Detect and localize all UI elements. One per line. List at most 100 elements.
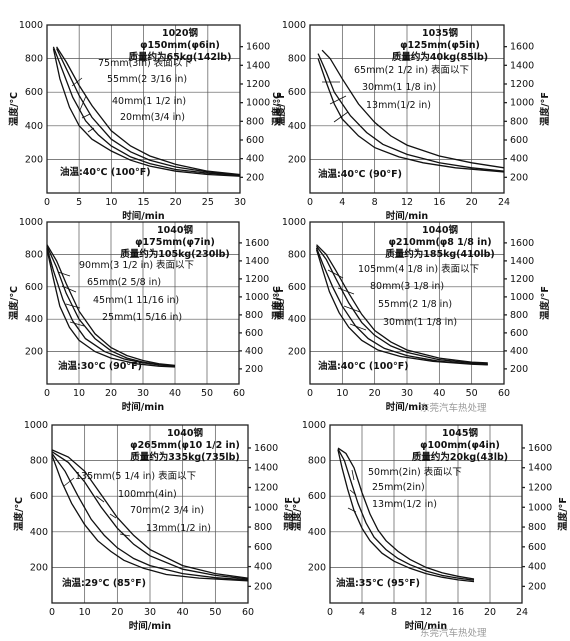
y2-tick-label: 1000 bbox=[246, 98, 270, 109]
x-tick-label: 24 bbox=[516, 607, 528, 618]
x-tick-label: 20 bbox=[369, 388, 381, 399]
y2-tick-label: 400 bbox=[510, 346, 528, 357]
y-tick-label: 200 bbox=[30, 562, 48, 573]
y2-tick-label: 1400 bbox=[510, 60, 534, 71]
y-tick-label: 400 bbox=[25, 314, 43, 325]
series-line bbox=[321, 49, 505, 169]
annotation-leader bbox=[327, 269, 344, 279]
chart-panel: 0 5 10 15 20 25 30 200 400 600 800 1000 200 400 600 800… bbox=[8, 20, 287, 222]
y-axis-label: 温度/℃ bbox=[8, 286, 20, 320]
series-line bbox=[317, 58, 505, 173]
chart-title-line: 1020钢 bbox=[162, 27, 198, 39]
y2-tick-label: 1000 bbox=[254, 502, 278, 513]
chart-title-line: φ265mm(φ10 1/2 in) bbox=[130, 440, 240, 451]
x-tick-label: 40 bbox=[177, 607, 189, 618]
series-line bbox=[56, 46, 241, 176]
x-tick-label: 25 bbox=[202, 197, 214, 208]
y-axis-label: 温度/℃ bbox=[291, 497, 303, 531]
series-line bbox=[52, 46, 241, 177]
x-tick-label: 60 bbox=[242, 607, 254, 618]
annotation-leader bbox=[71, 77, 83, 87]
y2-tick-label: 400 bbox=[510, 154, 528, 165]
y2-tick-label: 600 bbox=[246, 135, 264, 146]
x-tick-label: 12 bbox=[420, 607, 432, 618]
annotation-leader bbox=[95, 495, 105, 503]
x-tick-label: 4 bbox=[339, 197, 345, 208]
y2-tick-label: 1600 bbox=[528, 443, 552, 454]
y-tick-label: 600 bbox=[288, 282, 306, 293]
y-tick-label: 400 bbox=[288, 314, 306, 325]
chart-title-line: φ175mm(φ7in) bbox=[135, 237, 215, 248]
y-tick-label: 600 bbox=[30, 491, 48, 502]
x-tick-label: 0 bbox=[49, 607, 55, 618]
x-tick-label: 16 bbox=[433, 197, 445, 208]
x-tick-label: 30 bbox=[234, 197, 246, 208]
y2-tick-label: 600 bbox=[528, 542, 546, 553]
annotation-leader bbox=[343, 305, 361, 313]
annotation-leader bbox=[349, 489, 357, 496]
x-tick-label: 50 bbox=[466, 388, 478, 399]
annotation-leader bbox=[63, 477, 75, 487]
y2-tick-label: 800 bbox=[246, 116, 264, 127]
y2-tick-label: 1600 bbox=[245, 238, 269, 249]
chart-title-line: φ210mm(φ8 1/8 in) bbox=[388, 237, 491, 248]
series-label: 100mm(4in) bbox=[118, 489, 177, 500]
y2-tick-label: 1000 bbox=[528, 502, 552, 513]
x-tick-label: 40 bbox=[169, 388, 181, 399]
series-line bbox=[337, 448, 475, 581]
series-line bbox=[316, 244, 488, 364]
watermark: 东莞汽车热处理 bbox=[420, 627, 487, 639]
chart-title-line: 质量约为335kg(735lb) bbox=[130, 451, 240, 463]
x-tick-label: 30 bbox=[401, 388, 413, 399]
chart-title-line: 1040钢 bbox=[422, 224, 458, 236]
x-tick-label: 60 bbox=[498, 388, 510, 399]
series-line bbox=[51, 449, 249, 579]
y-axis-label: 温度/℃ bbox=[8, 92, 20, 126]
y2-axis-label: 温度/°F bbox=[539, 92, 551, 126]
series-label: 90mm(3 1/2 in) 表面以下 bbox=[79, 259, 194, 271]
series-line bbox=[46, 244, 176, 367]
y-tick-label: 400 bbox=[30, 527, 48, 538]
series-line bbox=[56, 48, 241, 176]
chart-title-line: 质量约为20kg(43lb) bbox=[412, 451, 508, 463]
x-tick-label: 20 bbox=[111, 607, 123, 618]
y2-tick-label: 200 bbox=[246, 172, 264, 183]
annotation-leader bbox=[81, 113, 91, 119]
series-label: 45mm(1 11/16 in) bbox=[93, 295, 179, 306]
x-tick-label: 8 bbox=[372, 197, 378, 208]
series-label: 55mm(2 1/8 in) bbox=[378, 299, 452, 310]
x-axis-label: 时间/min bbox=[386, 401, 429, 413]
y2-tick-label: 1600 bbox=[246, 42, 270, 53]
x-axis-label: 时间/min bbox=[386, 210, 429, 222]
y2-tick-label: 1200 bbox=[246, 79, 270, 90]
series-line bbox=[337, 447, 475, 580]
y2-tick-label: 1200 bbox=[245, 274, 269, 285]
y2-axis-label: 温度/°F bbox=[557, 497, 569, 531]
x-tick-label: 20 bbox=[105, 388, 117, 399]
chart-panel: 0 10 20 30 40 50 60 200 400 600 800 1000 200 400 600 80… bbox=[271, 217, 551, 413]
series-label: 25mm(1 5/16 in) bbox=[102, 312, 182, 323]
series-label: 80mm(3 1/8 in) bbox=[370, 281, 444, 292]
y-tick-label: 800 bbox=[25, 54, 43, 65]
series-line bbox=[51, 455, 249, 582]
x-axis-label: 时间/min bbox=[405, 620, 448, 632]
series-label: 135mm(5 1/4 in) 表面以下 bbox=[75, 470, 196, 482]
y2-axis-label: 温度/°F bbox=[539, 286, 551, 320]
x-tick-label: 30 bbox=[137, 388, 149, 399]
y-tick-label: 1000 bbox=[24, 420, 48, 431]
chart-title-line: 质量约为40kg(85lb) bbox=[392, 51, 488, 63]
plot-frame bbox=[51, 424, 249, 604]
oil-temperature-note: 油温:30℃ (90°F) bbox=[58, 360, 142, 372]
y2-tick-label: 200 bbox=[510, 364, 528, 375]
series-label: 105mm(4 1/8 in) 表面以下 bbox=[358, 263, 479, 275]
oil-temperature-note: 油温:29℃ (85°F) bbox=[62, 577, 146, 589]
series-label: 25mm(2in) bbox=[372, 482, 425, 493]
x-tick-label: 30 bbox=[144, 607, 156, 618]
series-line bbox=[337, 449, 475, 583]
annotation-leader bbox=[329, 95, 347, 105]
y2-tick-label: 1400 bbox=[246, 60, 270, 71]
series-label: 13mm(1/2 in) bbox=[366, 100, 431, 111]
y-tick-label: 600 bbox=[308, 491, 326, 502]
annotation-leader bbox=[119, 533, 131, 537]
